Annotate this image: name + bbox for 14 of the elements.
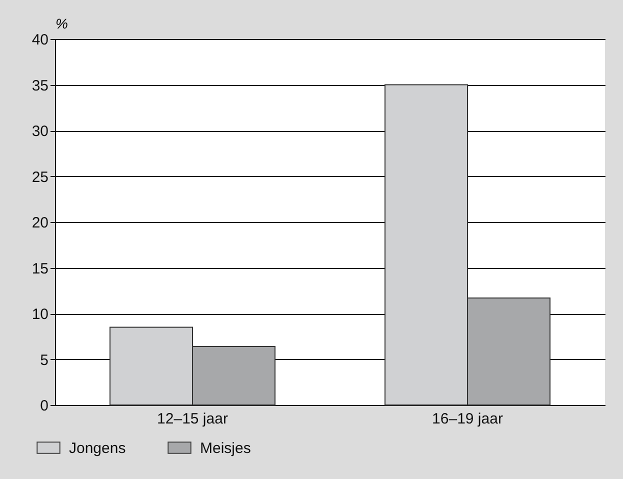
x-tick-label: 16–19 jaar bbox=[432, 410, 503, 428]
legend-label: Meisjes bbox=[200, 440, 251, 457]
x-tick-label: 12–15 jaar bbox=[157, 410, 228, 428]
y-axis-title: % bbox=[56, 16, 68, 32]
y-tick-label: 25 bbox=[32, 168, 48, 186]
y-tick-label: 0 bbox=[40, 398, 48, 414]
y-tick-label: 40 bbox=[32, 32, 48, 48]
legend-label: Jongens bbox=[69, 440, 126, 457]
y-tick-label: 30 bbox=[32, 123, 48, 140]
y-tick-label: 20 bbox=[32, 214, 48, 232]
y-tick-label: 10 bbox=[32, 306, 48, 323]
y-tick-label: 35 bbox=[32, 77, 48, 94]
y-tick-label: 15 bbox=[32, 260, 48, 278]
y-tick-label: 5 bbox=[40, 352, 48, 369]
